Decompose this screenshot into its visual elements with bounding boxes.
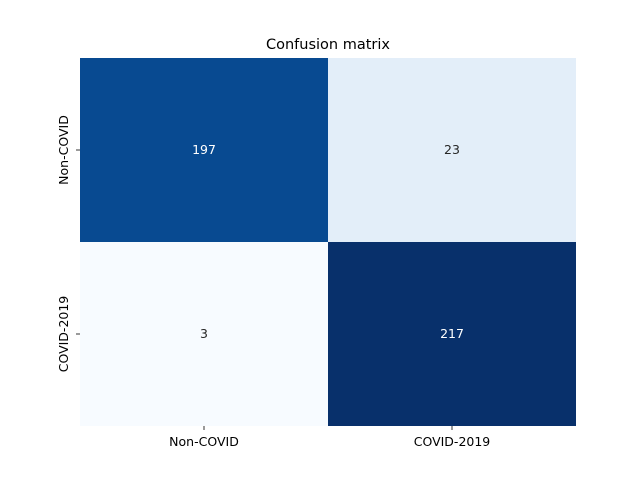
heatmap-cell-0-0 (80, 58, 328, 242)
heatmap-cells: 197 23 3 217 (80, 58, 576, 426)
cell-value-label-0-1: 23 (444, 142, 460, 157)
x-tick-label-0: Non-COVID (169, 434, 239, 449)
x-tick-label-1: COVID-2019 (414, 434, 491, 449)
y-axis: Non-COVID COVID-2019 (56, 115, 80, 372)
heatmap-cell-0-1 (328, 58, 576, 242)
cell-value-label-1-0: 3 (200, 326, 208, 341)
y-tick-label-1: COVID-2019 (56, 296, 71, 373)
x-axis: Non-COVID COVID-2019 (169, 426, 490, 449)
chart-title: Confusion matrix (266, 37, 390, 53)
heatmap-cell-1-0 (80, 242, 328, 426)
cell-value-label-1-1: 217 (440, 326, 464, 341)
cell-value-label-0-0: 197 (192, 142, 216, 157)
y-tick-label-0: Non-COVID (56, 115, 71, 185)
heatmap-cell-1-1 (328, 242, 576, 426)
